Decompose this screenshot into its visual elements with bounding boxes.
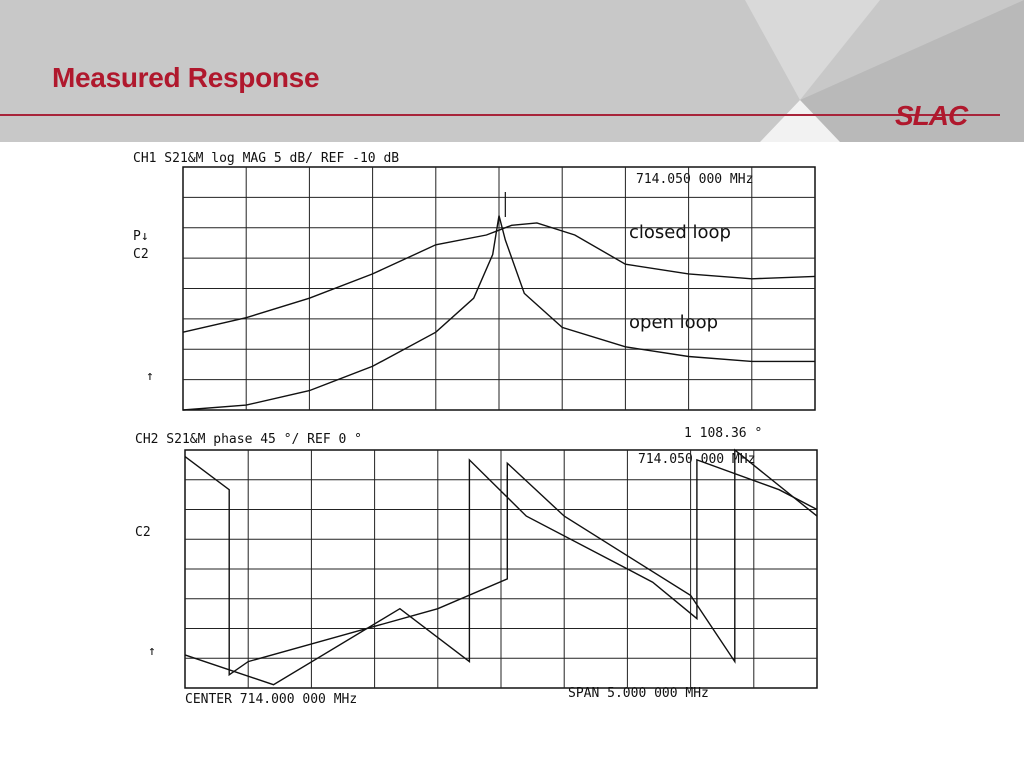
chart2-series-2-line	[184, 458, 818, 686]
slide-header: Measured Response SLAC	[0, 0, 1024, 142]
slac-logo: SLAC	[895, 100, 968, 131]
chart2-left-label-c2: C2	[135, 525, 151, 540]
chart1-ref-arrow: ↑	[146, 369, 154, 384]
legend-open-loop: open loop	[629, 312, 718, 333]
chart1-header: CH1 S21&M log MAG 5 dB/ REF -10 dB	[133, 151, 399, 166]
chart2-center-label: CENTER 714.000 000 MHz	[185, 692, 357, 707]
chart1-series-2-line	[182, 215, 815, 411]
chart2-header: CH2 S21&M phase 45 °/ REF 0 °	[135, 432, 362, 447]
header-decoration	[745, 0, 1024, 142]
header-divider	[0, 114, 1000, 116]
chart2-marker-value: 1 108.36 °	[684, 426, 762, 441]
chart2-ref-arrow: ↑	[148, 644, 156, 659]
chart2-span-label: SPAN 5.000 000 MHz	[568, 686, 709, 701]
chart1-left-label-c2: C2	[133, 247, 149, 262]
legend-closed-loop: closed loop	[629, 222, 731, 243]
chart1-series-1-line	[182, 222, 816, 333]
chart1-marker-readout: 714.050 000 MHz	[636, 172, 753, 187]
page-title: Measured Response	[52, 62, 320, 93]
chart2-series-1-line	[184, 448, 818, 677]
chart1-left-label-p: P↓	[133, 229, 149, 244]
